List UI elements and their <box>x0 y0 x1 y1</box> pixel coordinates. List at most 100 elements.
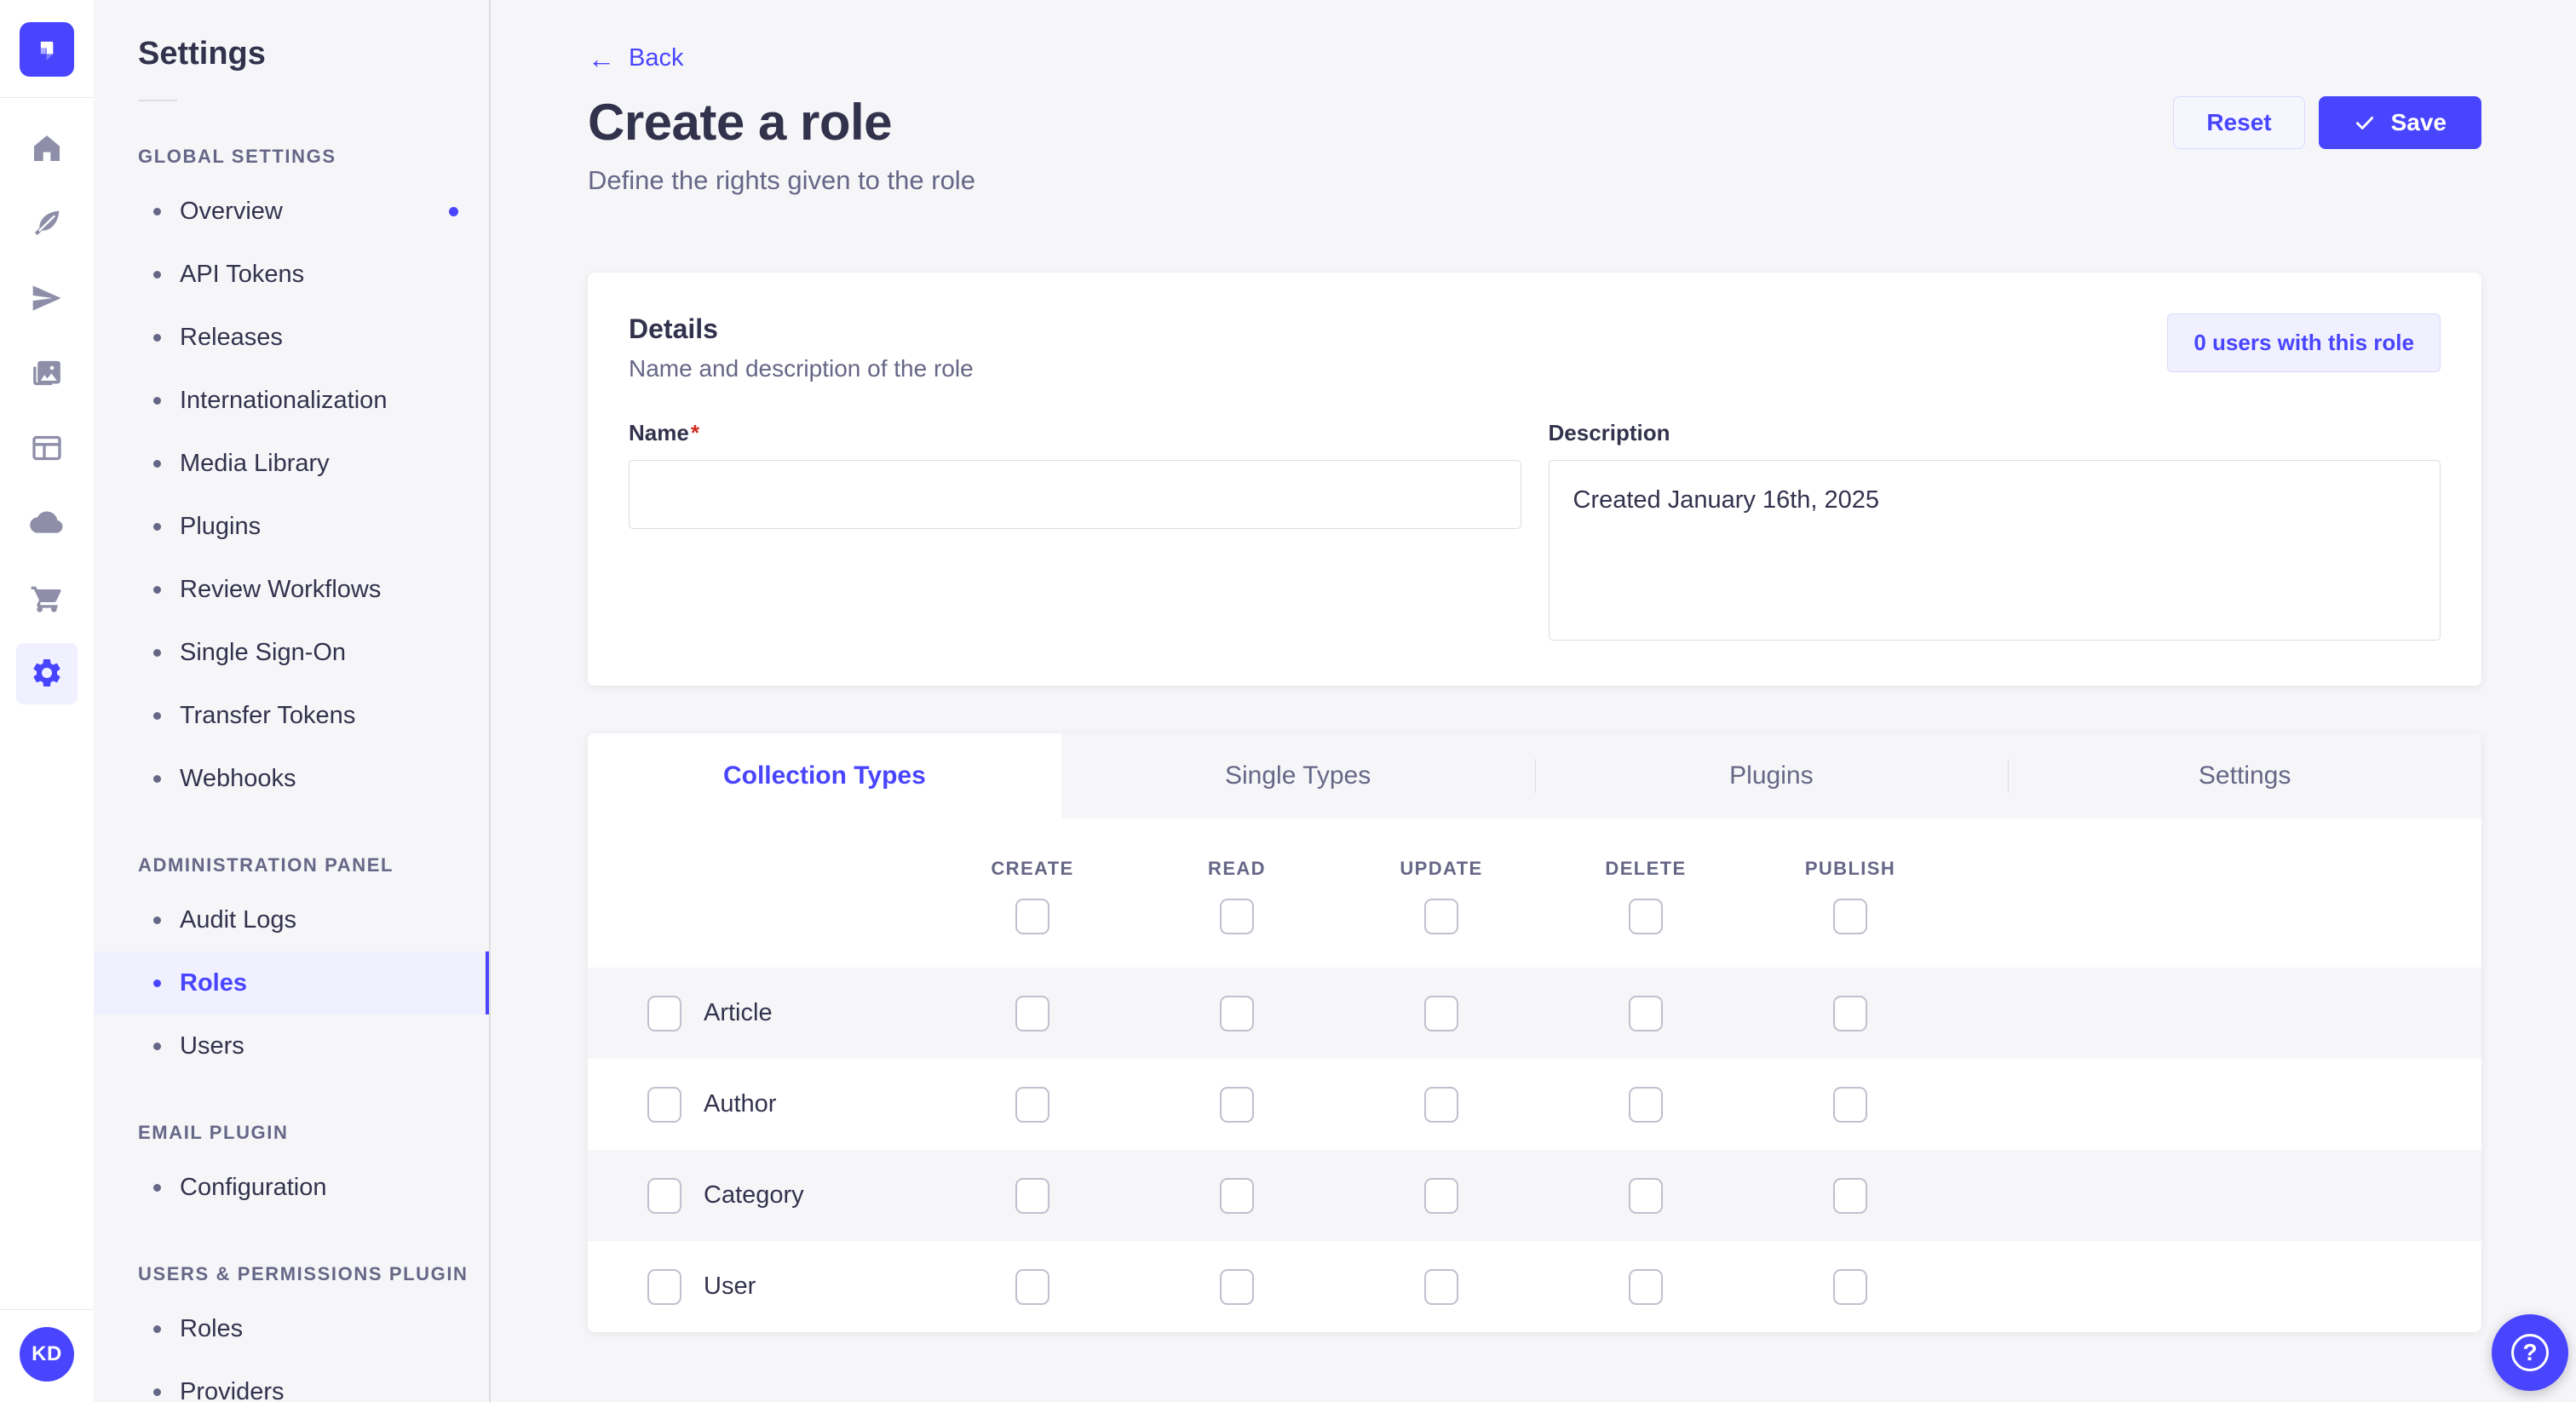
category-create-checkbox[interactable] <box>1015 1177 1049 1214</box>
category-update-checkbox[interactable] <box>1424 1177 1458 1214</box>
layout-panel-icon <box>30 431 64 468</box>
strapi-logo-icon[interactable] <box>20 22 74 77</box>
sidebar-item-single-sign-on[interactable]: Single Sign-On <box>94 621 489 684</box>
user-delete-checkbox[interactable] <box>1629 1268 1663 1305</box>
sidebar-item-audit-logs[interactable]: Audit Logs <box>94 888 489 951</box>
row-category-checkbox[interactable] <box>647 1177 681 1214</box>
select-all-create-checkbox[interactable] <box>1015 899 1049 934</box>
avatar[interactable]: KD <box>20 1327 74 1382</box>
select-all-update-checkbox[interactable] <box>1424 899 1458 934</box>
name-input[interactable] <box>629 460 1521 529</box>
details-subtitle: Name and description of the role <box>629 355 974 382</box>
author-publish-checkbox[interactable] <box>1833 1086 1867 1123</box>
sidebar-item-overview[interactable]: Overview <box>94 180 489 243</box>
row-user-checkbox[interactable] <box>647 1268 681 1305</box>
user-read-checkbox[interactable] <box>1220 1268 1254 1305</box>
bullet-icon <box>153 1388 161 1396</box>
reset-button[interactable]: Reset <box>2173 95 2305 149</box>
tab-settings[interactable]: Settings <box>2008 733 2481 819</box>
sidebar-item-label: Transfer Tokens <box>180 701 356 729</box>
article-publish-checkbox[interactable] <box>1833 995 1867 1031</box>
sidebar-item-roles[interactable]: Roles <box>94 1297 489 1360</box>
required-asterisk: * <box>690 420 699 445</box>
feather-icon <box>30 206 64 243</box>
sidebar-item-plugins[interactable]: Plugins <box>94 495 489 558</box>
sidebar-title: Settings <box>138 36 266 72</box>
settings-gear-nav-button[interactable] <box>16 643 78 704</box>
back-link[interactable]: ← Back <box>588 44 683 72</box>
description-textarea[interactable]: Created January 16th, 2025 <box>1548 460 2441 641</box>
sidebar-item-roles[interactable]: Roles <box>94 951 489 1014</box>
author-create-checkbox[interactable] <box>1015 1086 1049 1123</box>
permissions-header-row: CREATE READ UPDATE DELETE PUBLISH <box>588 819 2481 968</box>
tab-single-types[interactable]: Single Types <box>1061 733 1535 819</box>
rail-bottom-divider <box>0 1309 94 1310</box>
back-arrow-icon: ← <box>588 43 615 74</box>
article-delete-checkbox[interactable] <box>1629 995 1663 1031</box>
tab-plugins[interactable]: Plugins <box>1534 733 2009 819</box>
cloud-nav-button[interactable] <box>16 493 78 554</box>
bullet-icon <box>153 333 161 342</box>
bullet-icon <box>153 585 161 594</box>
bullet-icon <box>153 1324 161 1333</box>
details-title: Details <box>629 313 718 344</box>
user-create-checkbox[interactable] <box>1015 1268 1049 1305</box>
select-all-publish-checkbox[interactable] <box>1833 899 1867 934</box>
help-icon: ? <box>2511 1334 2549 1371</box>
author-update-checkbox[interactable] <box>1424 1086 1458 1123</box>
user-publish-checkbox[interactable] <box>1833 1268 1867 1305</box>
article-create-checkbox[interactable] <box>1015 995 1049 1031</box>
notification-dot-icon <box>449 206 458 216</box>
sidebar-section-administration-panel: ADMINISTRATION PANEL <box>138 854 394 876</box>
home-icon <box>30 131 64 168</box>
category-read-checkbox[interactable] <box>1220 1177 1254 1214</box>
settings-sidebar: Settings GLOBAL SETTINGS Overview API Toke… <box>94 0 491 1402</box>
sidebar-item-configuration[interactable]: Configuration <box>94 1156 489 1219</box>
tab-collection-types[interactable]: Collection Types <box>588 733 1061 819</box>
sidebar-item-media-library[interactable]: Media Library <box>94 432 489 495</box>
column-header-publish: PUBLISH <box>1804 858 1896 879</box>
page-title: Create a role <box>588 94 893 151</box>
table-row-category: Category <box>588 1150 2481 1241</box>
sidebar-item-users[interactable]: Users <box>94 1014 489 1077</box>
row-article-checkbox[interactable] <box>647 995 681 1031</box>
select-all-delete-checkbox[interactable] <box>1629 899 1663 934</box>
media-library-nav-button[interactable] <box>16 343 78 405</box>
article-update-checkbox[interactable] <box>1424 995 1458 1031</box>
bullet-icon <box>153 1042 161 1050</box>
sidebar-item-label: Providers <box>180 1377 285 1402</box>
sidebar-item-label: Media Library <box>180 449 330 477</box>
select-all-read-checkbox[interactable] <box>1220 899 1254 934</box>
bullet-icon <box>153 774 161 783</box>
row-author-checkbox[interactable] <box>647 1086 681 1123</box>
save-button[interactable]: Save <box>2318 95 2481 149</box>
feather-nav-button[interactable] <box>16 193 78 255</box>
sidebar-item-internationalization[interactable]: Internationalization <box>94 369 489 432</box>
help-button[interactable]: ? <box>2492 1314 2568 1391</box>
check-icon <box>2355 116 2373 129</box>
author-delete-checkbox[interactable] <box>1629 1086 1663 1123</box>
table-row-user: User <box>588 1241 2481 1332</box>
details-card: Details Name and description of the role… <box>588 273 2481 686</box>
home-nav-button[interactable] <box>16 118 78 180</box>
sidebar-item-review-workflows[interactable]: Review Workflows <box>94 558 489 621</box>
sidebar-item-releases[interactable]: Releases <box>94 306 489 369</box>
bullet-icon <box>153 711 161 720</box>
description-label: Description <box>1548 420 1670 445</box>
settings-gear-icon <box>30 656 64 692</box>
sidebar-item-api-tokens[interactable]: API Tokens <box>94 243 489 306</box>
bullet-icon <box>153 396 161 405</box>
category-publish-checkbox[interactable] <box>1833 1177 1867 1214</box>
users-with-role-button[interactable]: 0 users with this role <box>2167 313 2441 372</box>
paper-plane-nav-button[interactable] <box>16 268 78 330</box>
sidebar-item-webhooks[interactable]: Webhooks <box>94 747 489 810</box>
article-read-checkbox[interactable] <box>1220 995 1254 1031</box>
user-update-checkbox[interactable] <box>1424 1268 1458 1305</box>
cart-nav-button[interactable] <box>16 568 78 629</box>
sidebar-item-transfer-tokens[interactable]: Transfer Tokens <box>94 684 489 747</box>
sidebar-item-providers[interactable]: Providers <box>94 1360 489 1402</box>
category-delete-checkbox[interactable] <box>1629 1177 1663 1214</box>
author-read-checkbox[interactable] <box>1220 1086 1254 1123</box>
layout-panel-nav-button[interactable] <box>16 418 78 480</box>
